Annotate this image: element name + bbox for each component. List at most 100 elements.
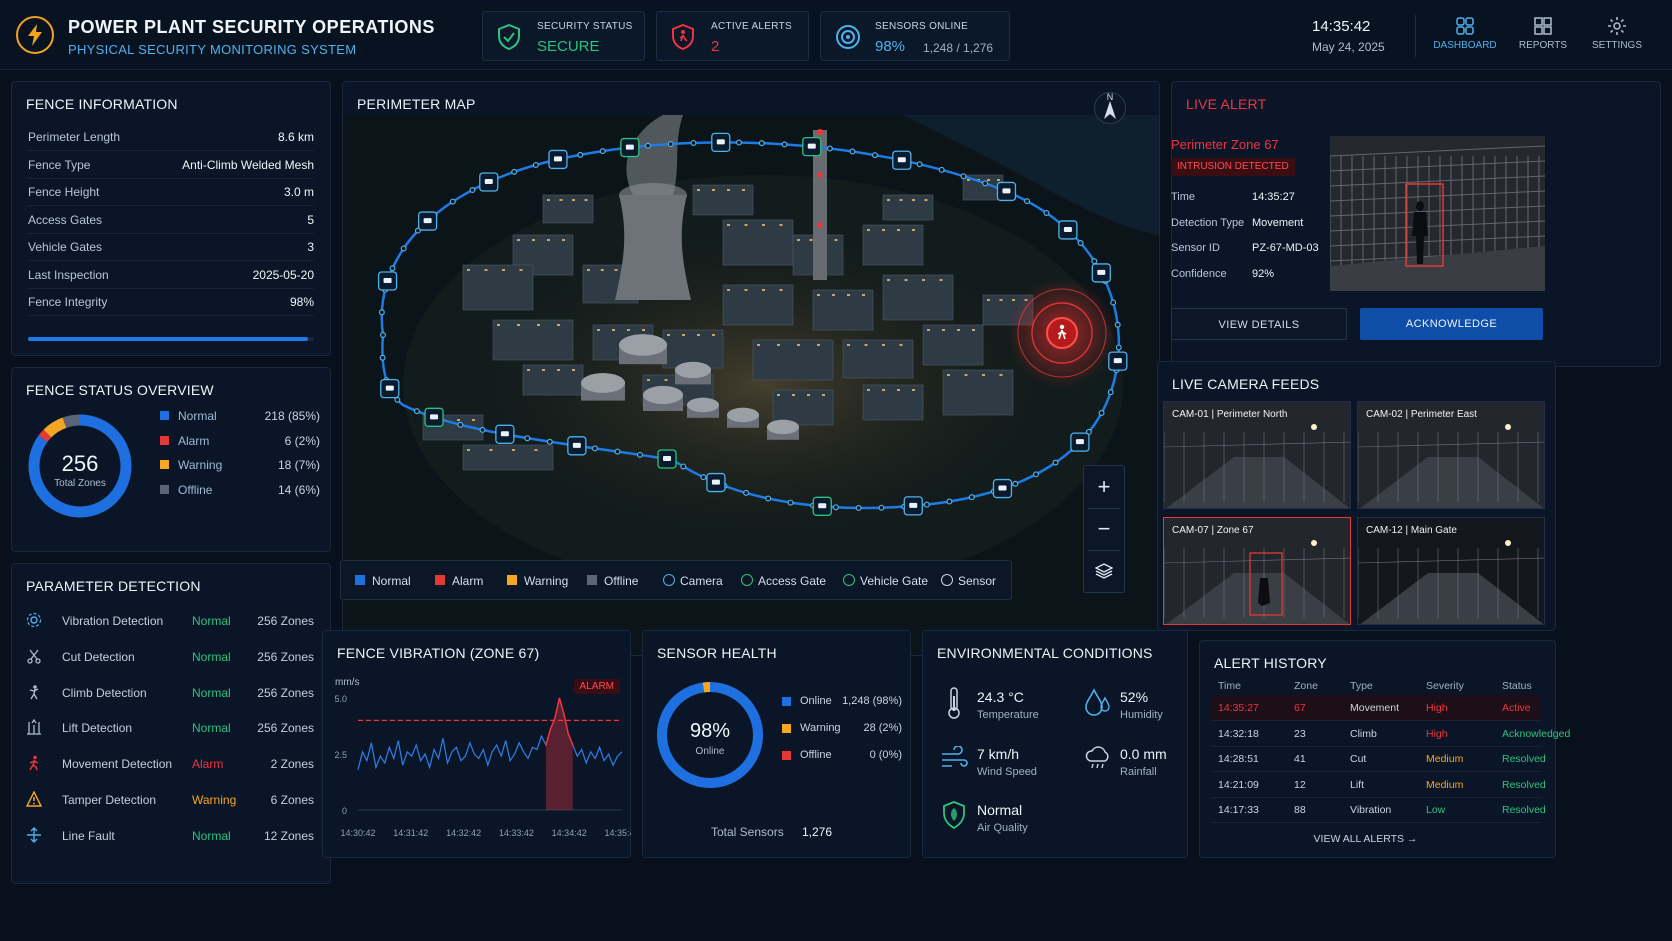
fence-sensor-dot	[1077, 240, 1084, 247]
alert-history-column-header: Zone	[1294, 680, 1318, 692]
legend-swatch	[782, 697, 791, 706]
camera-feed-tile[interactable]: CAM-07 | Zone 67	[1163, 517, 1351, 625]
access-gate-marker[interactable]	[424, 407, 444, 427]
security-status-card[interactable]: SECURITY STATUS SECURE	[482, 11, 645, 61]
camera-marker[interactable]	[706, 472, 726, 493]
storage-tank-top	[675, 361, 711, 379]
zoom-in-button[interactable]: +	[1097, 474, 1111, 499]
camera-marker[interactable]	[1058, 220, 1078, 240]
view-all-alerts-link[interactable]: VIEW ALL ALERTS →	[1313, 833, 1418, 845]
building-light	[887, 279, 890, 281]
camera-marker[interactable]	[892, 150, 912, 170]
camera-marker[interactable]	[495, 424, 515, 444]
building-light	[797, 344, 800, 346]
camera-marker[interactable]	[992, 478, 1013, 499]
acknowledge-button[interactable]: ACKNOWLEDGE	[1360, 308, 1543, 340]
camera-marker[interactable]	[711, 132, 731, 153]
view-details-button[interactable]: VIEW DETAILS	[1171, 308, 1347, 340]
alert-history-cell-severity: High	[1426, 727, 1448, 740]
alert-history-row[interactable]: 14:17:33 88 Vibration Low Resolved	[1212, 797, 1546, 823]
thermometer-icon	[948, 687, 960, 719]
access-gate-marker[interactable]	[620, 137, 640, 158]
building-light	[757, 344, 760, 346]
building-light	[519, 269, 523, 271]
camera-marker[interactable]	[417, 211, 438, 231]
camera-feed-tile[interactable]: CAM-12 | Main Gate	[1357, 517, 1545, 625]
alert-history-row[interactable]: 14:28:51 41 Cut Medium Resolved	[1212, 746, 1546, 772]
active-alerts-card[interactable]: ACTIVE ALERTS 2	[656, 11, 809, 61]
fence-sensor-dot	[599, 148, 606, 155]
building-light	[489, 449, 493, 451]
detection-row[interactable]: Vibration Detection Normal 256 Zones	[26, 603, 316, 639]
alert-history-row[interactable]: 14:32:18 23 Climb High Acknowledged	[1212, 721, 1570, 747]
fence-info-key: Fence Height	[28, 185, 100, 199]
app-subtitle: PHYSICAL SECURITY MONITORING SYSTEM	[68, 42, 357, 57]
camera-feed-tile[interactable]: CAM-01 | Perimeter North	[1163, 401, 1351, 509]
vibration-x-tick: 14:30:42	[340, 828, 375, 838]
camera-marker[interactable]	[1108, 351, 1128, 371]
detection-row[interactable]: Line Fault Normal 12 Zones	[26, 818, 316, 854]
building-light	[727, 289, 730, 291]
building-light	[822, 394, 825, 396]
camera-marker[interactable]	[380, 378, 400, 399]
camera-marker[interactable]	[903, 496, 923, 516]
vehicle-gate-marker[interactable]	[812, 496, 832, 516]
alert-history-cell-type: Cut	[1350, 753, 1367, 765]
rain-cloud-icon	[1085, 746, 1109, 769]
detection-row[interactable]: Climb Detection Normal 256 Zones	[26, 675, 316, 711]
top-bar: POWER PLANT SECURITY OPERATIONS PHYSICAL…	[0, 0, 1672, 70]
alert-history-cell-severity: Medium	[1426, 753, 1464, 765]
legend-value: 0 (0%)	[869, 749, 902, 761]
building-light	[744, 289, 748, 291]
camera-marker[interactable]	[996, 181, 1017, 202]
legend-value: 18 (7%)	[277, 458, 320, 472]
donut-slice-offline	[62, 414, 81, 428]
legend-swatch	[587, 575, 597, 585]
building-light	[559, 199, 563, 201]
building-light	[809, 239, 813, 241]
nav-dashboard[interactable]: DASHBOARD	[1430, 16, 1500, 51]
vehicle-gate-marker[interactable]	[657, 449, 677, 469]
sensors-online-card[interactable]: SENSORS ONLINE 98% 1,248 / 1,276	[820, 11, 1010, 61]
vibration-unit: mm/s	[335, 677, 360, 688]
fence-sensor-dot	[982, 180, 989, 187]
camera-marker[interactable]	[479, 172, 499, 192]
camera-marker[interactable]	[1091, 263, 1111, 283]
sensors-online-count: 1,248 / 1,276	[923, 41, 994, 55]
nav-settings[interactable]: SETTINGS	[1582, 16, 1652, 51]
vehicle-gate-marker[interactable]	[802, 136, 822, 157]
map-legend-label: Alarm	[452, 574, 484, 588]
detection-row[interactable]: Tamper Detection Warning 6 Zones	[26, 782, 316, 818]
alert-camera-snapshot[interactable]	[1330, 136, 1545, 291]
fence-info-key: Access Gates	[28, 212, 103, 227]
alert-history-row[interactable]: 14:35:27 67 Movement High Active	[1212, 695, 1542, 721]
dashboard-icon	[1456, 17, 1474, 35]
detection-row[interactable]: Lift Detection Normal 256 Zones	[26, 710, 316, 746]
rain-value: 0.0 mm	[1120, 746, 1167, 762]
camera-feed-tile[interactable]: CAM-02 | Perimeter East	[1357, 401, 1545, 509]
camera-marker[interactable]	[548, 149, 568, 170]
camera-marker[interactable]	[567, 436, 587, 456]
detection-name: Line Fault	[62, 828, 115, 843]
lightning-logo-icon	[16, 16, 54, 54]
detection-row[interactable]: Movement Detection Alarm 2 Zones	[26, 746, 316, 782]
camera-marker[interactable]	[1070, 432, 1090, 452]
nav-reports[interactable]: REPORTS	[1508, 16, 1578, 51]
layers-button[interactable]	[1084, 550, 1124, 592]
building-light	[727, 189, 730, 191]
fence-sensor-dot	[614, 448, 621, 455]
legend-name: Offline	[800, 749, 832, 761]
air-quality-value: Normal	[977, 802, 1023, 818]
humidity-value: 52%	[1120, 689, 1149, 705]
zoom-out-button[interactable]: −	[1097, 516, 1111, 541]
building-light	[512, 449, 515, 451]
fence-info-row: Fence Type Anti-Climb Welded Mesh	[28, 150, 314, 179]
alert-history-row[interactable]: 14:21:09 12 Lift Medium Resolved	[1212, 772, 1546, 798]
building-light	[924, 199, 928, 201]
alert-history-panel: ALERT HISTORY	[1199, 640, 1556, 858]
detection-row[interactable]: Cut Detection Normal 256 Zones	[26, 639, 316, 675]
compass-icon[interactable]: N	[1094, 92, 1126, 124]
building-light	[712, 334, 715, 336]
fence-info-key: Fence Type	[28, 157, 91, 172]
camera-marker[interactable]	[377, 271, 398, 291]
